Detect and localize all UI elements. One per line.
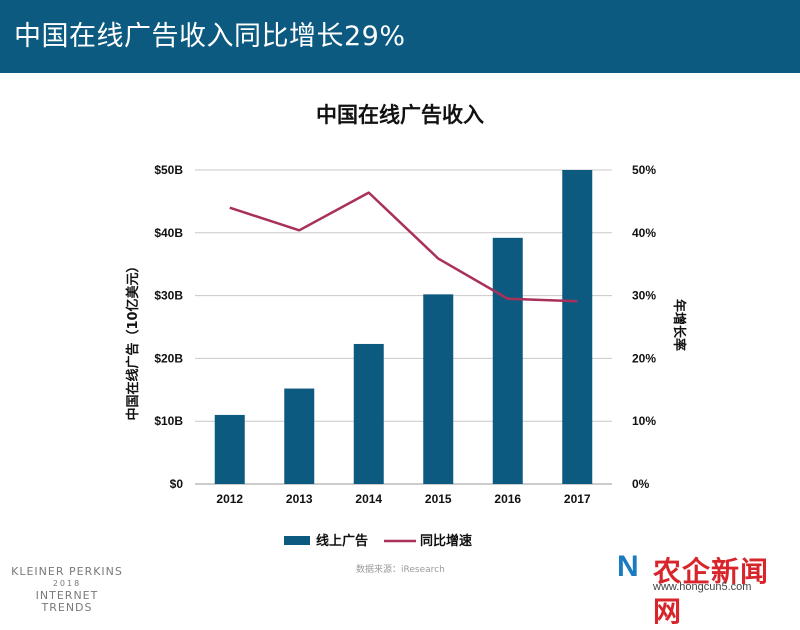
y-tick-label-left: $0 <box>170 477 184 491</box>
chart: $0 $10B $20B $30B $40B $50B 0% 10% 20% 30% 40% 50%… <box>125 163 687 549</box>
page-title: 中国在线广告收入同比增长29% <box>14 21 406 52</box>
y-tick-label-right: 30% <box>632 289 656 303</box>
site-url: www.hongcun5.com <box>653 581 752 593</box>
legend: 线上广告 同比增速 <box>284 533 472 549</box>
y-tick-label-left: $50B <box>154 163 183 177</box>
legend-bar-swatch <box>284 536 310 545</box>
line-series <box>229 191 578 303</box>
watermark-logo: N 农企新闻网 www.hongcun5.com <box>617 548 797 628</box>
y-tick-label-left: $10B <box>154 414 183 428</box>
bar <box>423 294 454 484</box>
site-logo-icon: N <box>617 550 639 583</box>
y-tick-label-right: 50% <box>632 163 656 177</box>
kleiner-perkins-brand: KLEINER PERKINS 2018 INTERNET TRENDS <box>11 565 123 614</box>
y-axis-label-left: 中国在线广告（10亿美元） <box>125 259 141 420</box>
x-tick-label: 2017 <box>564 492 591 506</box>
legend-line-label: 同比增速 <box>420 533 472 549</box>
y-tick-label-right: 20% <box>632 351 656 365</box>
left-axis-ticks: $0 $10B $20B $30B $40B $50B <box>154 163 183 491</box>
bar <box>492 237 523 484</box>
source-note: 数据来源：iResearch <box>356 565 445 575</box>
y-axis-label-right: 年增长率 <box>671 299 687 351</box>
x-tick-label: 2013 <box>286 492 313 506</box>
y-tick-label-left: $30B <box>154 289 183 303</box>
x-tick-label: 2014 <box>355 492 382 506</box>
bar <box>284 388 315 484</box>
bar <box>562 170 593 484</box>
y-tick-label-right: 0% <box>632 477 650 491</box>
y-tick-label-left: $40B <box>154 226 183 240</box>
bar <box>353 343 384 484</box>
gridlines <box>195 169 612 485</box>
bar-series <box>214 170 593 484</box>
header-bar: 中国在线广告收入同比增长29% <box>0 0 800 73</box>
x-tick-label: 2016 <box>494 492 521 506</box>
growth-line <box>229 191 578 303</box>
y-tick-label-right: 10% <box>632 414 656 428</box>
bar <box>214 414 245 484</box>
y-tick-label-left: $20B <box>154 351 183 365</box>
x-axis-ticks: 2012 2013 2014 2015 2016 2017 <box>216 492 591 506</box>
x-tick-label: 2012 <box>216 492 243 506</box>
right-axis-ticks: 0% 10% 20% 30% 40% 50% <box>632 163 656 491</box>
legend-bar-label: 线上广告 <box>316 533 368 549</box>
chart-title: 中国在线广告收入 <box>316 103 484 127</box>
x-tick-label: 2015 <box>425 492 452 506</box>
y-tick-label-right: 40% <box>632 226 656 240</box>
